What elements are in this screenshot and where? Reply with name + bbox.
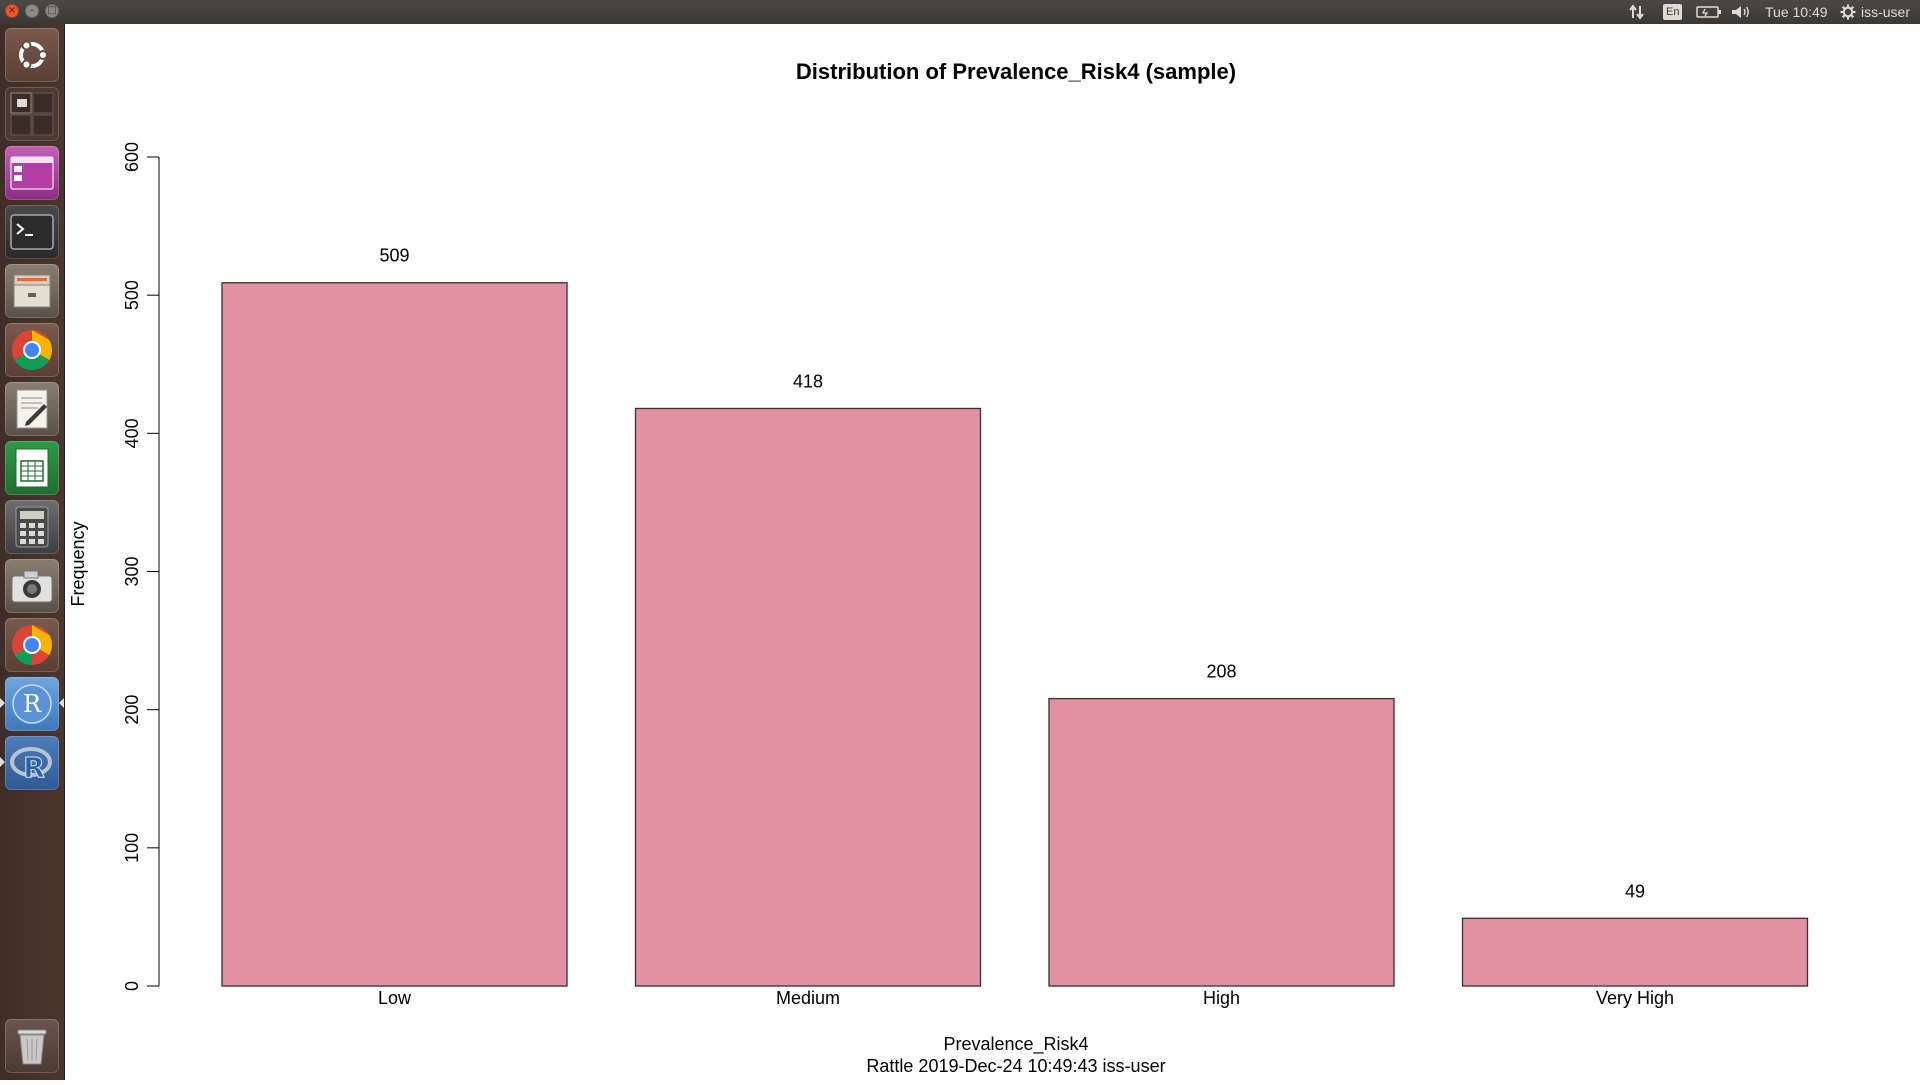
bar-value-label: 418	[793, 371, 823, 391]
x-category-label: High	[1203, 988, 1240, 1008]
workspace-switcher-icon	[10, 92, 54, 136]
user-name-label: iss-user	[1861, 4, 1911, 20]
y-tick-label: 400	[122, 418, 142, 448]
terminal-icon	[10, 214, 54, 250]
chart-title: Distribution of Prevalence_Risk4 (sample…	[796, 59, 1236, 84]
bar-chart: Distribution of Prevalence_Risk4 (sample…	[68, 59, 1809, 1076]
battery-indicator[interactable]	[1696, 0, 1722, 24]
launcher: R R	[0, 24, 65, 1080]
launcher-item-trash[interactable]	[5, 1019, 59, 1073]
chrome-alt-icon	[12, 625, 52, 665]
r-logo-icon: R	[10, 747, 52, 783]
launcher-item-spreadsheet[interactable]	[5, 441, 59, 495]
svg-text:R: R	[23, 751, 45, 783]
window-app-icon	[10, 156, 54, 190]
launcher-item-window-app[interactable]	[5, 146, 59, 200]
launcher-item-text-editor[interactable]	[5, 382, 59, 436]
bar-low	[221, 282, 568, 987]
bar-value-label: 49	[1625, 881, 1645, 901]
bars: 509 418 208 49	[221, 246, 1809, 987]
chrome-icon	[12, 330, 52, 370]
launcher-item-dash[interactable]	[5, 28, 59, 82]
gear-icon	[1840, 4, 1856, 20]
x-axis-label: Prevalence_Risk4	[943, 1034, 1088, 1055]
minimize-icon: –	[29, 5, 35, 16]
launcher-item-chrome-alt[interactable]	[5, 618, 59, 672]
minimize-window-button[interactable]: –	[25, 4, 39, 18]
y-axis: 0 100 200 300 400 500 600	[122, 142, 160, 991]
camera-icon	[11, 570, 53, 603]
speaker-volume-icon	[1732, 6, 1749, 18]
text-editor-icon	[16, 389, 48, 429]
maximize-window-button[interactable]: □	[45, 4, 59, 18]
bar-value-label: 208	[1206, 662, 1236, 682]
y-axis-label: Frequency	[68, 521, 88, 606]
keyboard-layout-label: En	[1666, 6, 1680, 18]
bar-value-label: 509	[379, 246, 409, 266]
battery-icon	[1696, 6, 1721, 18]
network-arrows-icon	[1629, 4, 1644, 20]
top-panel: × – □ En Tue 10:49	[0, 0, 1920, 24]
y-tick-label: 500	[122, 280, 142, 310]
launcher-item-r[interactable]: R	[5, 677, 59, 731]
running-indicator-left-2	[0, 757, 5, 767]
launcher-item-workspaces[interactable]	[5, 87, 59, 141]
launcher-item-terminal[interactable]	[5, 205, 59, 259]
x-category-label: Very High	[1596, 988, 1674, 1008]
network-indicator[interactable]	[1628, 0, 1646, 24]
footer-caption: Rattle 2019-Dec-24 10:49:43 iss-user	[866, 1056, 1165, 1076]
y-tick-label: 300	[122, 556, 142, 586]
plot-window: Distribution of Prevalence_Risk4 (sample…	[65, 24, 1920, 1080]
x-axis-labels: Low Medium High Very High	[378, 988, 1674, 1008]
y-tick-label: 200	[122, 695, 142, 725]
close-icon: ×	[7, 5, 17, 16]
files-cabinet-icon	[13, 274, 51, 308]
spreadsheet-icon	[15, 448, 49, 488]
launcher-item-rstudio[interactable]: R	[5, 736, 59, 790]
launcher-item-calculator[interactable]	[5, 500, 59, 554]
bar-medium	[634, 407, 982, 987]
y-tick-label: 600	[122, 142, 142, 172]
trash-icon	[17, 1029, 47, 1065]
ubuntu-logo-icon	[19, 40, 48, 70]
y-tick-label: 0	[122, 981, 142, 991]
y-tick-label: 100	[122, 833, 142, 863]
r-app-icon: R	[12, 684, 52, 724]
launcher-item-screenshot[interactable]	[5, 559, 59, 613]
bar-high	[1048, 697, 1395, 987]
close-window-button[interactable]: ×	[5, 4, 19, 18]
bar-very-high	[1461, 917, 1809, 987]
calculator-icon	[15, 506, 49, 548]
session-menu[interactable]: iss-user	[1840, 0, 1910, 24]
svg-text:R: R	[23, 690, 42, 718]
clock[interactable]: Tue 10:49	[1765, 0, 1828, 24]
running-indicator-left	[0, 698, 5, 708]
sound-indicator[interactable]	[1730, 0, 1752, 24]
launcher-item-chrome[interactable]	[5, 323, 59, 377]
x-category-label: Medium	[776, 988, 840, 1008]
launcher-item-files[interactable]	[5, 264, 59, 318]
maximize-icon: □	[47, 5, 57, 16]
clock-label: Tue 10:49	[1765, 4, 1828, 20]
x-category-label: Low	[378, 988, 412, 1008]
focus-indicator-right	[59, 698, 64, 708]
keyboard-layout-indicator[interactable]: En	[1663, 4, 1683, 20]
